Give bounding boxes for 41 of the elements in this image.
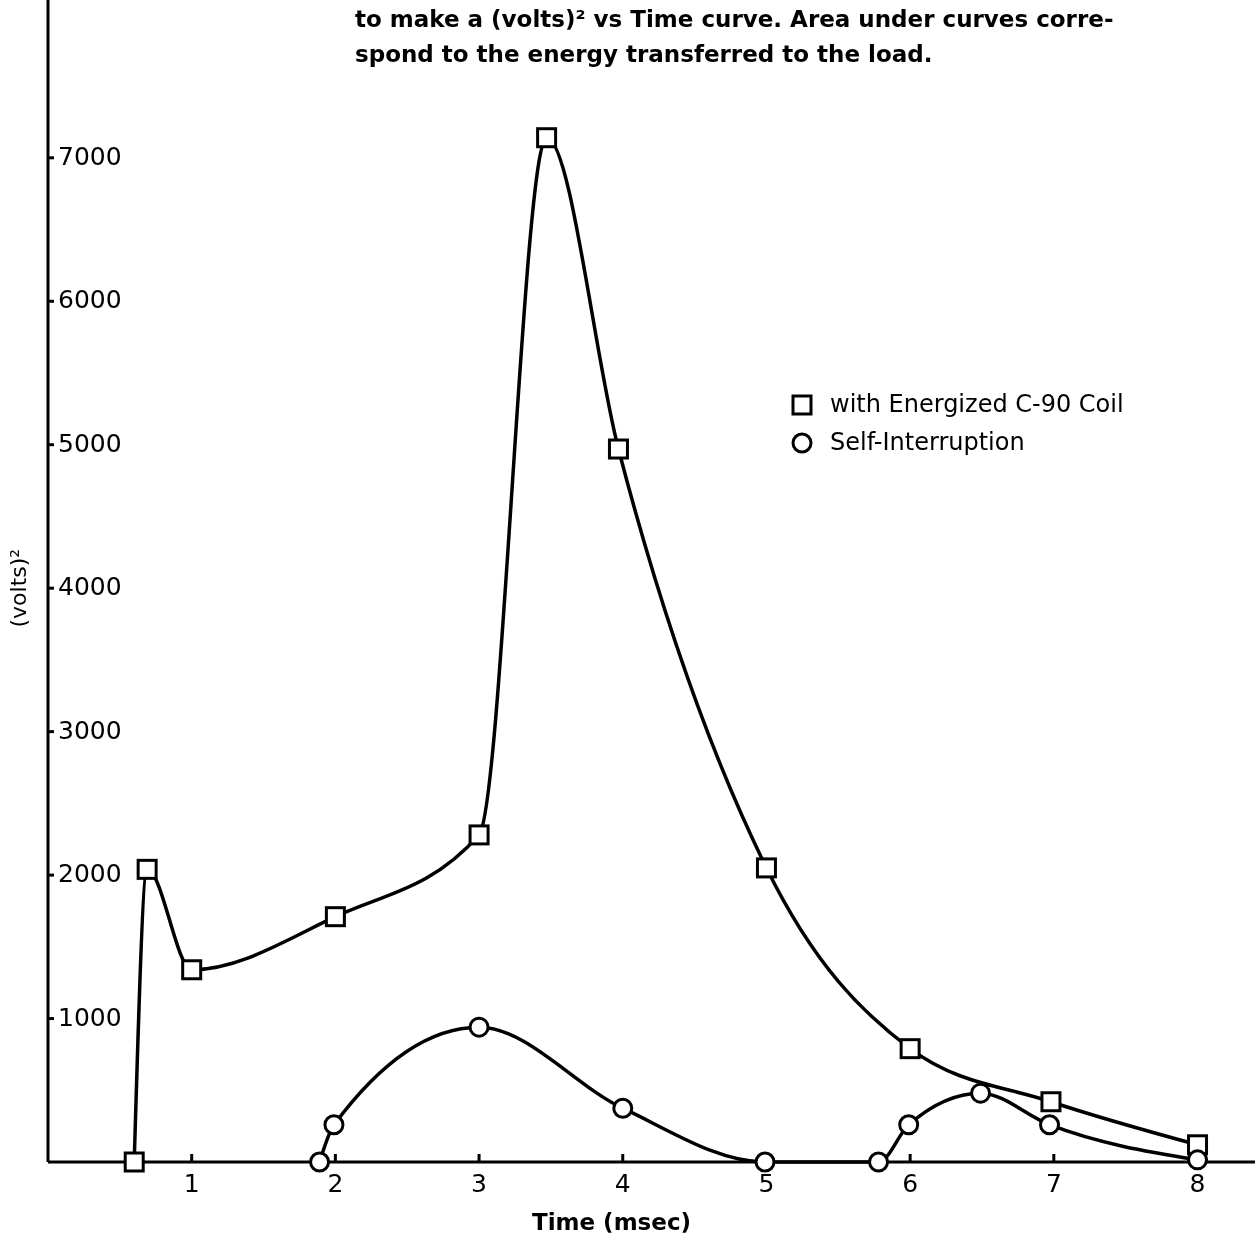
y-tick-label: 4000 bbox=[58, 572, 122, 602]
x-tick-label: 4 bbox=[614, 1169, 631, 1198]
point bbox=[123, 1151, 145, 1173]
y-tick-label: 5000 bbox=[58, 428, 122, 458]
point bbox=[607, 438, 629, 460]
annotation: to make a (volts)² vs Time curve. Area under curves corre- bbox=[355, 5, 1114, 32]
x-axis-title: Time (msec) bbox=[531, 1209, 692, 1235]
point bbox=[181, 959, 203, 981]
point bbox=[1040, 1091, 1062, 1113]
point bbox=[898, 1114, 920, 1136]
point bbox=[309, 1151, 331, 1173]
point bbox=[868, 1151, 890, 1173]
point bbox=[323, 1114, 345, 1136]
x-tick-label: 7 bbox=[1045, 1169, 1062, 1198]
point bbox=[136, 858, 158, 880]
point bbox=[468, 824, 490, 846]
y-tick-label: 6000 bbox=[58, 285, 122, 315]
y-tick-label: 2000 bbox=[58, 859, 122, 889]
point bbox=[536, 127, 558, 149]
x-tick-label: 5 bbox=[758, 1169, 775, 1198]
point bbox=[754, 1151, 776, 1173]
y-tick-label: 3000 bbox=[58, 715, 122, 745]
point bbox=[899, 1038, 921, 1060]
point bbox=[970, 1082, 992, 1104]
y-tick-label: 7000 bbox=[58, 141, 122, 171]
point bbox=[1039, 1114, 1061, 1136]
y-tick-label: 1000 bbox=[58, 1002, 122, 1032]
point bbox=[468, 1016, 490, 1038]
point bbox=[755, 857, 777, 879]
legend-label: Self-Interruption bbox=[830, 428, 1025, 456]
x-tick-label: 3 bbox=[471, 1169, 488, 1198]
point bbox=[324, 906, 346, 928]
x-tick-label: 1 bbox=[183, 1169, 200, 1198]
annotation: spond to the energy transferred to the load. bbox=[355, 40, 933, 67]
y-axis-title: (volts)² bbox=[6, 548, 31, 628]
point bbox=[1187, 1149, 1209, 1171]
x-tick-label: 2 bbox=[327, 1169, 344, 1198]
point bbox=[612, 1097, 634, 1119]
x-tick-label: 6 bbox=[902, 1169, 919, 1198]
x-tick-label: 8 bbox=[1189, 1169, 1206, 1198]
legend-label: with Energized C-90 Coil bbox=[830, 390, 1124, 418]
